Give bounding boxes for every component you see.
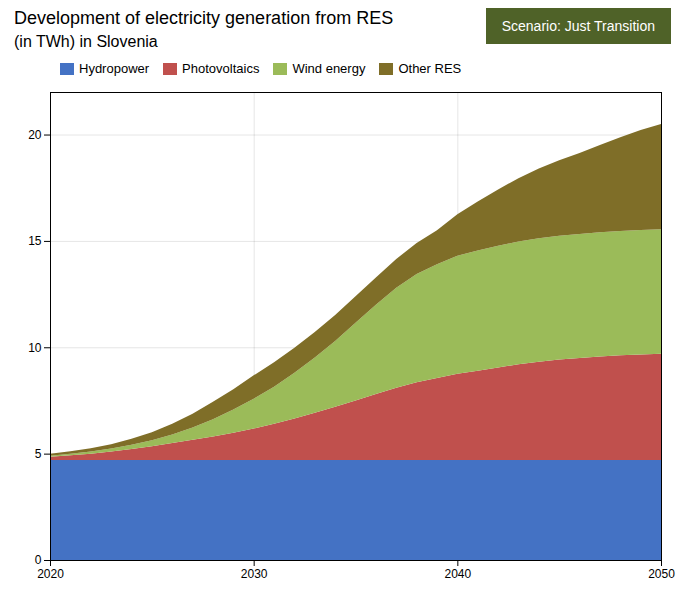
svg-text:5: 5	[35, 447, 42, 461]
svg-text:15: 15	[28, 234, 42, 248]
svg-text:2030: 2030	[241, 567, 268, 581]
html-text:(in TWh) in Slovenia: (in TWh) in Slovenia	[14, 33, 158, 50]
html-text:Scenario: Just Transition: Scenario: Just Transition	[501, 18, 655, 34]
svg-text:20: 20	[28, 128, 42, 142]
html-text:Hydropower: Hydropower	[79, 61, 150, 76]
svg-text:10: 10	[28, 341, 42, 355]
svg-text:0: 0	[35, 553, 42, 567]
html-text:Other RES: Other RES	[398, 61, 462, 76]
html-text:Development of electricity gen: Development of electricity generation fr…	[14, 8, 394, 28]
svg-text:2020: 2020	[37, 567, 64, 581]
svg-text:2040: 2040	[444, 567, 471, 581]
html-text:Photovoltaics: Photovoltaics	[182, 61, 260, 76]
svg-text:2050: 2050	[648, 567, 675, 581]
html-text:Wind energy: Wind energy	[292, 61, 366, 76]
